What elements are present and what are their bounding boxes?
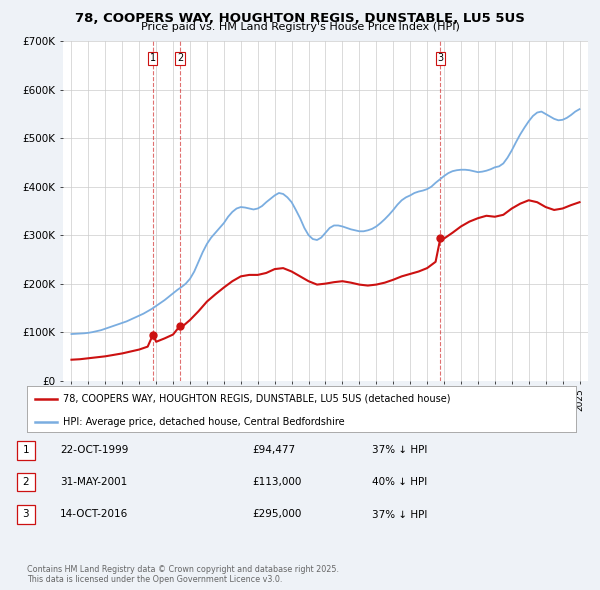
Text: 3: 3 <box>437 53 443 63</box>
Text: 1: 1 <box>150 53 156 63</box>
Text: 1: 1 <box>22 445 29 455</box>
Text: 2: 2 <box>177 53 183 63</box>
Text: 22-OCT-1999: 22-OCT-1999 <box>60 445 128 455</box>
Text: Contains HM Land Registry data © Crown copyright and database right 2025.
This d: Contains HM Land Registry data © Crown c… <box>27 565 339 584</box>
Text: 37% ↓ HPI: 37% ↓ HPI <box>372 445 427 455</box>
Text: 3: 3 <box>22 510 29 519</box>
Text: 78, COOPERS WAY, HOUGHTON REGIS, DUNSTABLE, LU5 5US (detached house): 78, COOPERS WAY, HOUGHTON REGIS, DUNSTAB… <box>62 394 450 404</box>
Text: 31-MAY-2001: 31-MAY-2001 <box>60 477 127 487</box>
Text: 37% ↓ HPI: 37% ↓ HPI <box>372 510 427 519</box>
Text: HPI: Average price, detached house, Central Bedfordshire: HPI: Average price, detached house, Cent… <box>62 417 344 427</box>
Text: £295,000: £295,000 <box>252 510 301 519</box>
Text: 78, COOPERS WAY, HOUGHTON REGIS, DUNSTABLE, LU5 5US: 78, COOPERS WAY, HOUGHTON REGIS, DUNSTAB… <box>75 12 525 25</box>
Text: £113,000: £113,000 <box>252 477 301 487</box>
Text: £94,477: £94,477 <box>252 445 295 455</box>
Text: 2: 2 <box>22 477 29 487</box>
Text: 14-OCT-2016: 14-OCT-2016 <box>60 510 128 519</box>
Text: Price paid vs. HM Land Registry's House Price Index (HPI): Price paid vs. HM Land Registry's House … <box>140 22 460 32</box>
Text: 40% ↓ HPI: 40% ↓ HPI <box>372 477 427 487</box>
